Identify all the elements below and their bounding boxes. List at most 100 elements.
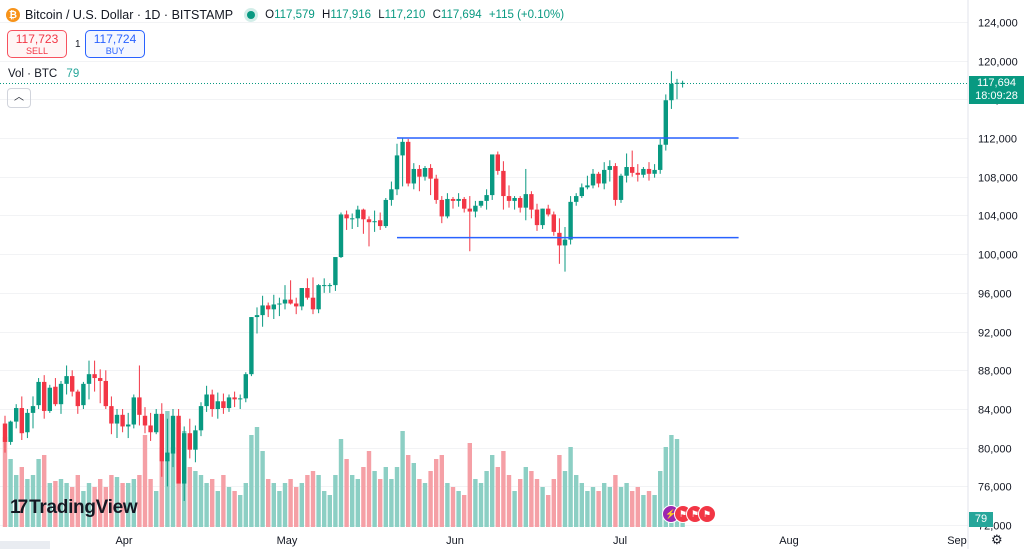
volume-bar [355, 479, 360, 527]
candle-body [64, 376, 69, 384]
volume-bar [534, 479, 540, 527]
volume-bar [635, 487, 640, 527]
candle-body [299, 288, 304, 307]
candle-body [624, 167, 629, 176]
volume-bar [243, 483, 248, 527]
candle-body [98, 378, 103, 381]
volume-bar [288, 479, 293, 527]
candle-body [394, 155, 400, 190]
candle-body [176, 415, 181, 484]
volume-bar [445, 483, 450, 527]
time-scrollbar[interactable] [0, 541, 50, 549]
time-tick-label: Jul [613, 535, 627, 547]
candle-body [355, 209, 360, 219]
volume-bar [473, 479, 478, 527]
volume-bar [42, 455, 47, 527]
volume-bar [322, 491, 327, 527]
time-tick-label: Apr [115, 535, 132, 547]
volume-bar [568, 447, 573, 527]
event-badges[interactable]: ⚡ ⚑ ⚑ ⚑ [662, 505, 716, 523]
candle-body [383, 199, 388, 227]
volume-bar [137, 475, 142, 527]
price-tick-label: 124,000 [978, 18, 1018, 30]
candle-body [154, 413, 159, 433]
volume-bar [383, 467, 388, 527]
candle-body [434, 178, 439, 200]
volume-bar [562, 471, 568, 527]
volume-bar [658, 471, 663, 527]
price-candles [2, 71, 685, 501]
price-tick-label: 84,000 [978, 405, 1012, 417]
volume-legend[interactable]: Vol · BTC 79 [8, 68, 79, 80]
candle-body [411, 168, 416, 184]
volume-bar [613, 475, 618, 527]
gear-icon[interactable]: ⚙ [991, 532, 1003, 547]
candle-body [439, 199, 444, 217]
volume-bar [75, 475, 80, 527]
volume-bar [574, 475, 579, 527]
candle-body [47, 387, 52, 411]
volume-bar [204, 483, 209, 527]
sell-button[interactable]: 117,723 SELL [7, 30, 67, 58]
candle-body [170, 415, 176, 454]
volume-bar [646, 491, 652, 527]
collapse-legend-button[interactable]: ︿ [7, 88, 31, 108]
candle-body [658, 144, 663, 170]
price-tick-label: 104,000 [978, 211, 1018, 223]
candle-body [294, 303, 299, 307]
volume-bar [428, 471, 433, 527]
candle-body [389, 189, 394, 200]
volume-bar [277, 491, 282, 527]
candle-body [103, 380, 108, 407]
price-tick-label: 100,000 [978, 250, 1018, 262]
price-tick-label: 108,000 [978, 173, 1018, 185]
candle-body [501, 170, 506, 197]
candle-body [25, 412, 30, 433]
volume-bar [232, 491, 237, 527]
volume-bar [434, 459, 439, 527]
candle-body [590, 173, 596, 186]
symbol-title[interactable]: Bitcoin / U.S. Dollar · 1D · BITSTAMP [25, 8, 234, 22]
volume-bar [523, 467, 528, 527]
candle-body [445, 198, 450, 217]
volume-bar [316, 475, 321, 527]
candle-body [462, 198, 467, 209]
candle-body [277, 303, 282, 305]
candle-body [450, 198, 456, 201]
last-price-value: 117,694 [977, 76, 1016, 89]
change-value: +115 (+0.10%) [488, 9, 565, 21]
us-flag-icon[interactable]: ⚑ [698, 505, 716, 523]
volume-bar [529, 471, 534, 527]
volume-bar [154, 491, 159, 527]
candle-body [75, 391, 80, 407]
volume-bar [53, 481, 58, 527]
symbol-header[interactable]: ₿ Bitcoin / U.S. Dollar · 1D · BITSTAMP … [6, 6, 568, 24]
volume-bar [338, 439, 344, 527]
volume-bar [579, 483, 584, 527]
buy-button[interactable]: 117,724 BUY [85, 30, 145, 58]
volume-bar [652, 495, 657, 527]
volume-bar [193, 471, 198, 527]
candle-body [344, 214, 349, 219]
candle-body [36, 381, 41, 406]
volume-bar [501, 451, 506, 527]
candle-body [58, 383, 64, 405]
volume-bar [394, 467, 400, 527]
candle-body [646, 168, 652, 174]
candle-body [372, 221, 377, 223]
volume-bar [663, 447, 668, 527]
volume-bar [630, 491, 635, 527]
volume-bar [512, 491, 517, 527]
volume-bar [266, 479, 271, 527]
channel-trend-lines[interactable] [397, 137, 739, 239]
volume-bar [406, 455, 411, 527]
volume-bar [641, 495, 646, 527]
volume-bar [585, 491, 590, 527]
volume-legend-label: Vol · BTC [8, 68, 58, 80]
candle-body [310, 297, 316, 310]
candle-body [574, 196, 579, 202]
tradingview-logo[interactable]: 17 TradingView [10, 497, 138, 519]
volume-bar [506, 475, 512, 527]
trade-buttons: 117,723 SELL 117,724 BUY [7, 30, 145, 58]
